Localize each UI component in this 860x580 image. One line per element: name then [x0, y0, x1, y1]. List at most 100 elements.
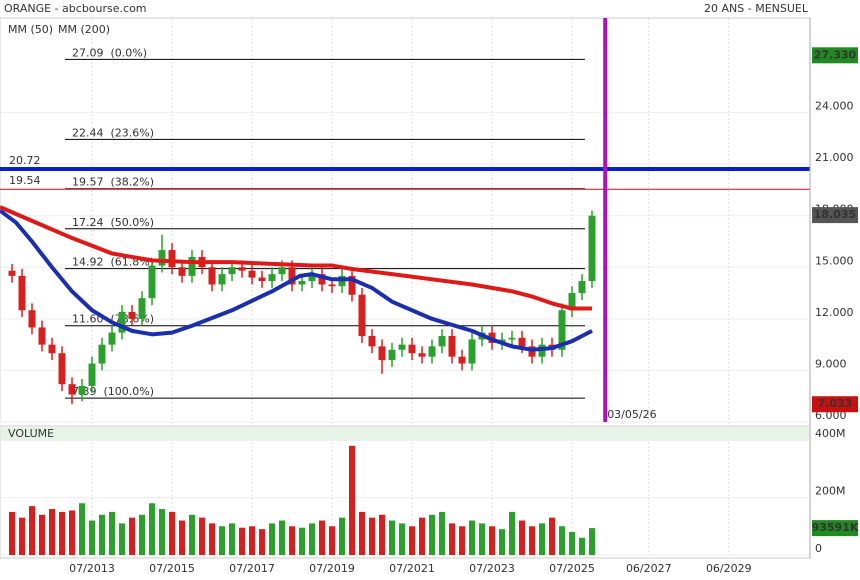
volume-bar	[179, 520, 185, 555]
volume-bar	[349, 445, 355, 555]
volume-bar	[49, 509, 55, 555]
volume-bar	[139, 514, 145, 555]
volume-bar	[9, 511, 15, 555]
volume-bar	[379, 514, 385, 555]
volume-bar	[199, 517, 205, 555]
candle-body	[28, 310, 36, 328]
candle-body	[178, 267, 186, 276]
candle-body	[568, 293, 576, 311]
candle-body	[388, 349, 396, 361]
y-tick-label: 21.000	[815, 151, 854, 164]
x-tick-label: 07/2015	[149, 562, 195, 575]
candle-body	[518, 337, 526, 347]
candle-body	[148, 265, 156, 299]
candle-body	[408, 344, 416, 354]
candle-body	[268, 274, 276, 282]
candle-body	[458, 356, 466, 364]
candle-body	[188, 256, 196, 276]
volume-bar	[29, 506, 35, 555]
volume-bar	[69, 510, 75, 555]
horizontal-line-label: 20.72	[9, 154, 41, 167]
candle-body	[88, 363, 96, 386]
candle-body	[218, 274, 226, 285]
fibonacci-label: 22.44 (23.6%)	[72, 126, 154, 139]
candle-body	[278, 267, 286, 275]
volume-bar	[19, 517, 25, 555]
candle-body	[558, 310, 566, 350]
volume-bar	[459, 526, 465, 555]
x-tick-label: 07/2021	[389, 562, 435, 575]
candle-body	[48, 344, 56, 354]
legend-entry: MM (200)	[58, 23, 110, 36]
volume-bar	[39, 514, 45, 555]
volume-bar	[329, 526, 335, 555]
candle-body	[68, 384, 76, 395]
candle-body	[98, 344, 106, 364]
candle-body	[18, 275, 26, 311]
volume-bar	[359, 511, 365, 555]
x-tick-label: 07/2019	[309, 562, 355, 575]
candle-body	[438, 336, 446, 347]
candle-body	[158, 250, 166, 266]
volume-bar	[469, 520, 475, 555]
volume-bar	[59, 511, 65, 555]
horizontal-line-label: 19.54	[9, 174, 41, 187]
volume-bar	[429, 514, 435, 555]
volume-tick-label: 0	[815, 542, 822, 555]
volume-bar	[389, 520, 395, 555]
volume-bar	[159, 509, 165, 555]
volume-bar	[229, 523, 235, 555]
fibonacci-label: 27.09 (0.0%)	[72, 46, 147, 59]
volume-bar	[529, 526, 535, 555]
volume-bar	[279, 520, 285, 555]
x-tick-label: 06/2029	[706, 562, 752, 575]
volume-bar	[489, 526, 495, 555]
volume-bar	[249, 526, 255, 555]
volume-bar	[239, 527, 245, 555]
candle-body	[168, 250, 176, 268]
x-tick-label: 07/2013	[69, 562, 115, 575]
volume-bar	[409, 526, 415, 555]
x-tick-label: 07/2023	[469, 562, 515, 575]
price-tag	[812, 207, 858, 224]
x-tick-label: 07/2025	[549, 562, 595, 575]
candle-body	[128, 311, 136, 319]
y-tick-label: 15.000	[815, 254, 854, 267]
legend-entry: MM (50)	[8, 23, 53, 36]
candle-body	[328, 284, 336, 287]
candle-body	[318, 274, 326, 285]
candle-body	[468, 339, 476, 364]
candle-body	[38, 327, 46, 345]
candle-body	[138, 298, 146, 319]
volume-bar	[89, 520, 95, 555]
candle-body	[298, 281, 306, 285]
candle-body	[578, 281, 586, 294]
price-tag-label: 18.035	[814, 208, 856, 221]
candle-body	[288, 267, 296, 285]
x-tick-label: 07/2017	[229, 562, 275, 575]
candle-body	[348, 275, 356, 295]
candle-body	[58, 353, 66, 385]
volume-bar	[309, 523, 315, 555]
price-tag	[812, 47, 858, 64]
moving-average	[0, 208, 593, 352]
volume-bar	[519, 520, 525, 555]
volume-bar	[169, 511, 175, 555]
volume-bar	[399, 523, 405, 555]
volume-bar	[109, 511, 115, 555]
date-line-label: 03/05/26	[607, 408, 656, 421]
volume-bar	[119, 523, 125, 555]
volume-bar	[509, 511, 515, 555]
volume-tag	[812, 520, 858, 537]
volume-bar	[589, 528, 595, 555]
y-tick-label: 12.000	[815, 306, 854, 319]
volume-bar	[149, 503, 155, 555]
volume-bar	[479, 523, 485, 555]
site-title: ORANGE - abcbourse.com	[4, 2, 147, 15]
volume-tick-label: 400M	[815, 427, 846, 440]
fibonacci-label: 17.24 (50.0%)	[72, 216, 154, 229]
candle-body	[248, 270, 256, 278]
candle-body	[78, 385, 86, 395]
